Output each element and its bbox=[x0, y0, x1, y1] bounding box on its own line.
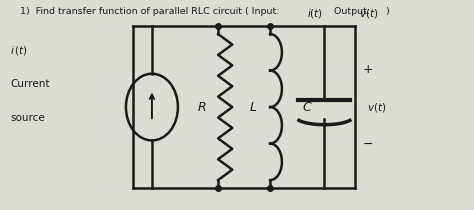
Text: ): ) bbox=[383, 7, 389, 16]
Text: $i\,(t)$: $i\,(t)$ bbox=[10, 44, 28, 57]
Text: Current: Current bbox=[10, 79, 50, 89]
Text: 1)  Find transfer function of parallel RLC circuit ( Input:: 1) Find transfer function of parallel RL… bbox=[19, 7, 282, 16]
Text: source: source bbox=[10, 113, 45, 122]
Text: $v(t)$: $v(t)$ bbox=[367, 101, 386, 114]
Text: Output:: Output: bbox=[330, 7, 373, 16]
Text: +: + bbox=[362, 63, 373, 76]
Text: $v(t)$: $v(t)$ bbox=[359, 7, 378, 20]
Text: $C$: $C$ bbox=[301, 101, 312, 114]
Text: $R$: $R$ bbox=[197, 101, 206, 114]
Text: $L$: $L$ bbox=[249, 101, 258, 114]
Text: −: − bbox=[362, 138, 373, 151]
Text: $i(t)$: $i(t)$ bbox=[307, 7, 323, 20]
